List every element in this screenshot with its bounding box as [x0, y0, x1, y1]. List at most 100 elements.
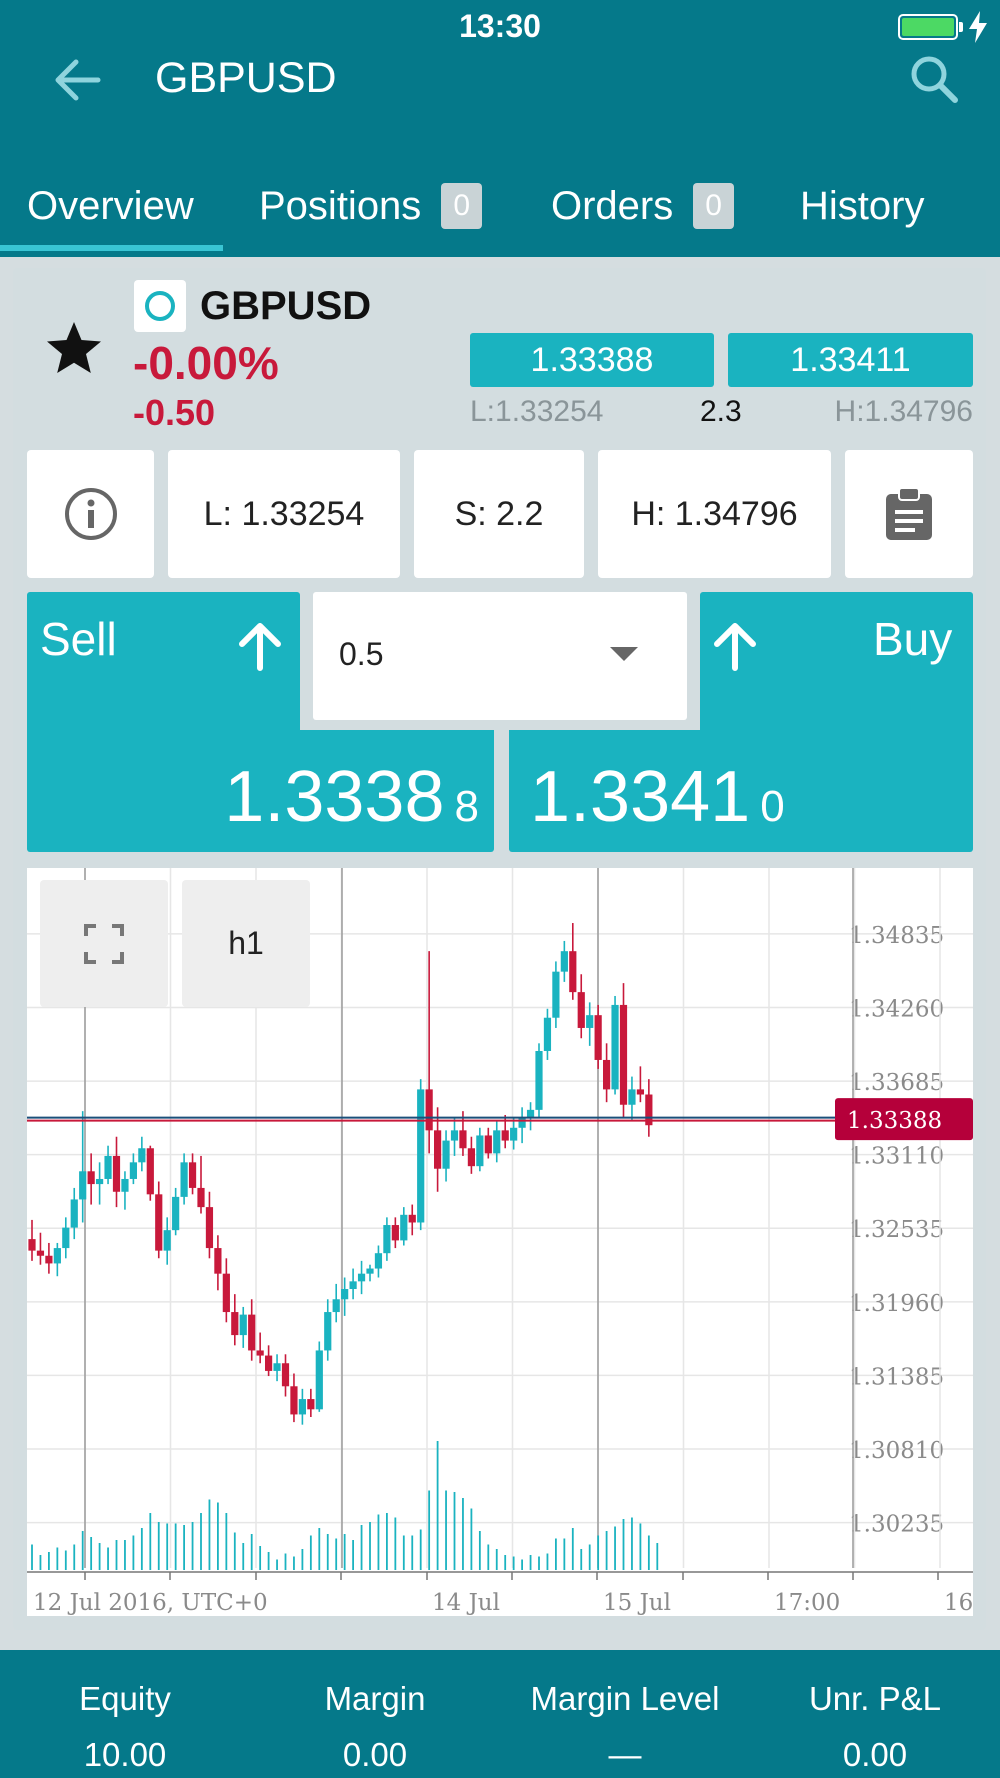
candle-body [510, 1127, 518, 1141]
margin-label: Margin [324, 1680, 426, 1717]
y-tick-label: 1.32535 [849, 1217, 944, 1243]
sell-button[interactable] [27, 592, 300, 732]
candle-body [28, 1239, 36, 1251]
margin-level-stat: Margin Level — [500, 1650, 750, 1774]
timeframe-button[interactable]: h1 [182, 880, 310, 1007]
candle-body [645, 1094, 653, 1126]
x-tick-label: 17:00 [774, 1590, 840, 1616]
candle-body [425, 1089, 433, 1131]
quantity-select[interactable]: 0.5 [313, 592, 687, 720]
sell-price-main: 1.3338 [224, 757, 445, 837]
candle-body [357, 1273, 366, 1282]
fullscreen-button[interactable] [40, 880, 168, 1007]
unrealized-pnl-value: 0.00 [842, 1736, 908, 1773]
chart-canvas[interactable]: 1.34835 1.34260 1.33685 1.33110 1.32535 1.319… [27, 868, 973, 1616]
candle-body [417, 1089, 425, 1223]
candle-body [636, 1089, 644, 1095]
account-summary: Equity 10.00 Margin 0.00 Margin Level — … [0, 1650, 1000, 1778]
candle-body [188, 1162, 197, 1188]
candle-body [273, 1363, 281, 1371]
count-badge: 0 [441, 183, 482, 229]
info-button[interactable] [27, 450, 154, 578]
sell-price: 1.3338 8 [224, 756, 479, 838]
candle-body [197, 1187, 205, 1208]
x-tick-label: 16 [944, 1590, 973, 1616]
quantity-value: 0.5 [339, 636, 384, 672]
candle-body [315, 1350, 323, 1410]
equity-stat: Equity 10.00 [0, 1650, 250, 1774]
candle-body [450, 1130, 459, 1141]
candle-body [70, 1199, 78, 1228]
change-percent: -0.00% [133, 337, 279, 389]
candle-body [172, 1196, 180, 1231]
candle-body [442, 1140, 450, 1169]
candle-body [214, 1248, 222, 1274]
candle-body [493, 1130, 501, 1154]
margin-level-value: — [608, 1736, 642, 1773]
tab-orders[interactable]: Orders 0 [551, 155, 734, 257]
candle-body [265, 1355, 273, 1371]
candle-body [36, 1250, 45, 1256]
candle-body [501, 1130, 509, 1141]
tab-label: Overview [27, 183, 194, 228]
day-high: H:1.34796 [834, 395, 973, 428]
search-icon[interactable] [905, 52, 965, 108]
x-tick-label: 14 Jul [432, 1590, 500, 1616]
tab-label: Positions [259, 183, 422, 228]
candle-body [467, 1148, 475, 1167]
candle-body [543, 1017, 552, 1051]
candle-body [281, 1363, 290, 1387]
candle-body [586, 1015, 594, 1028]
active-tab-indicator [0, 245, 223, 251]
buy-price-main: 1.3341 [530, 757, 751, 837]
ask-quote[interactable]: 1.33411 [728, 333, 973, 387]
candle-body [366, 1268, 374, 1274]
candle-body [138, 1148, 146, 1163]
candle-body [594, 1015, 602, 1060]
tab-overview[interactable]: Overview [27, 155, 194, 257]
charging-icon [969, 11, 987, 43]
x-tick-label: 15 Jul [603, 1590, 671, 1616]
x-tick-label: 12 Jul 2016, UTC+0 [33, 1590, 268, 1616]
arrow-up-icon [714, 623, 756, 671]
candle-body [53, 1248, 61, 1264]
current-price-label: 1.33388 [847, 1108, 942, 1134]
candle-body [155, 1194, 163, 1251]
candle-body [577, 992, 585, 1028]
margin-stat: Margin 0.00 [250, 1650, 500, 1774]
tab-history[interactable]: History [800, 155, 924, 257]
candle-body [231, 1312, 239, 1336]
buy-price-pip: 0 [760, 782, 785, 831]
candle-body [112, 1155, 121, 1192]
tab-positions[interactable]: Positions 0 [259, 155, 482, 257]
candle-body [434, 1130, 442, 1169]
buy-price-button[interactable] [509, 730, 973, 852]
y-tick-label: 1.30235 [849, 1512, 944, 1538]
candle-body [603, 1059, 611, 1090]
notes-button[interactable] [845, 450, 973, 578]
candle-body [459, 1130, 467, 1149]
current-price-tag [835, 1098, 973, 1141]
buy-button[interactable] [700, 592, 973, 732]
symbol-logo-icon [134, 280, 186, 332]
price-chart[interactable]: 1.34835 1.34260 1.33685 1.33110 1.32535 1.319… [27, 868, 973, 1616]
candle-body [535, 1050, 543, 1110]
buy-price: 1.3341 0 [530, 756, 785, 838]
change-absolute: -0.50 [133, 392, 216, 433]
candle-body [79, 1171, 87, 1200]
candle-body [129, 1162, 137, 1179]
candle-body [146, 1148, 154, 1195]
tab-label: Orders [551, 183, 674, 228]
candle-body [341, 1289, 349, 1300]
sell-price-button[interactable] [27, 730, 494, 852]
candle-body [628, 1089, 636, 1105]
buy-label: Buy [873, 613, 953, 665]
back-arrow-icon[interactable] [50, 52, 110, 108]
candle-body [222, 1273, 230, 1313]
candle-body [163, 1230, 171, 1251]
y-tick-label: 1.34260 [849, 996, 944, 1022]
candle-body [121, 1178, 129, 1192]
bid-quote[interactable]: 1.33388 [470, 333, 714, 387]
candle-body [374, 1253, 383, 1269]
star-icon[interactable] [44, 318, 104, 378]
